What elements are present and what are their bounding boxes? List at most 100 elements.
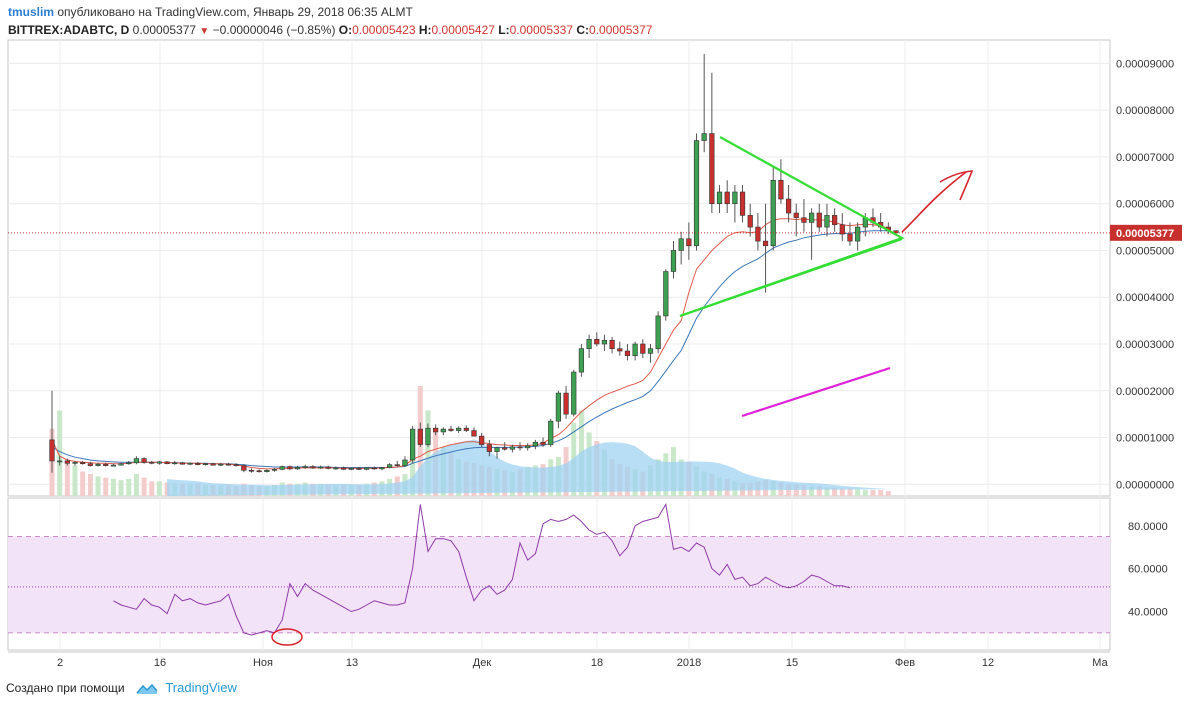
candle — [732, 184, 738, 223]
candle — [80, 460, 86, 465]
candle — [64, 458, 70, 466]
candle — [218, 462, 224, 467]
candle — [233, 463, 239, 467]
candle — [678, 231, 684, 265]
candle-body — [195, 462, 201, 465]
tradingview-logo-icon — [136, 683, 158, 694]
low-value: 0.00005337 — [509, 23, 574, 37]
candle-body — [693, 140, 700, 247]
candle — [317, 465, 324, 469]
volume-bar — [57, 410, 63, 496]
made-with-text: Создано при помощи — [6, 681, 125, 695]
candle — [548, 418, 554, 447]
price-change: −0.00000046 (−0.85%) — [212, 23, 336, 37]
candle — [709, 72, 715, 214]
candle — [525, 443, 531, 451]
candle-body — [517, 446, 523, 449]
candle-body — [394, 464, 400, 466]
x-tick-label: 12 — [982, 657, 994, 669]
candle — [356, 467, 362, 471]
candle — [386, 463, 393, 469]
high-label: H: — [418, 23, 432, 37]
candle — [471, 427, 477, 437]
candle — [425, 423, 431, 447]
candle-body — [855, 226, 861, 242]
candle-body — [801, 217, 807, 223]
down-arrow-icon: ▼ — [199, 26, 210, 37]
oversold-circle — [271, 628, 303, 646]
volume-bar — [809, 486, 815, 496]
candle-body — [571, 371, 577, 415]
candle-body — [463, 427, 469, 431]
candle — [440, 427, 446, 436]
candle — [118, 462, 124, 466]
candle-body — [179, 462, 186, 465]
volume-bar — [816, 486, 822, 496]
candle-body — [647, 348, 654, 354]
candle-body — [80, 462, 86, 465]
open-value: 0.00005423 — [352, 23, 416, 37]
x-tick-label: 16 — [154, 657, 166, 669]
candle — [348, 467, 354, 471]
candle-body — [624, 350, 631, 356]
candle — [402, 456, 408, 467]
ohlc-line: BITTREX:ADABTC, D 0.00005377 ▼ −0.000000… — [8, 21, 1178, 41]
candle — [202, 462, 209, 466]
candle — [578, 344, 585, 377]
last-price: 0.00005377 — [132, 23, 197, 37]
candle — [433, 424, 439, 436]
volume-bar — [839, 488, 845, 496]
candle-body — [778, 180, 784, 200]
candle — [663, 269, 669, 321]
candle-body — [479, 435, 485, 445]
candle — [87, 461, 93, 467]
candle-body — [609, 339, 615, 349]
candle-body — [770, 180, 776, 247]
candle-body — [440, 428, 446, 433]
candle — [701, 54, 707, 153]
candle — [617, 341, 623, 356]
triangle-lower-line — [679, 237, 903, 318]
candle — [839, 213, 845, 242]
candle-body — [279, 466, 285, 470]
candle-body — [156, 461, 163, 464]
candle-body — [448, 428, 454, 431]
candle-body — [594, 339, 600, 345]
candle — [670, 241, 677, 279]
candle — [647, 344, 654, 363]
candle-body — [785, 198, 792, 214]
candle-body — [555, 392, 561, 422]
candle — [241, 464, 247, 473]
candle — [855, 222, 861, 251]
volume-bar — [870, 489, 876, 496]
candle — [417, 422, 423, 447]
x-tick-label: 15 — [786, 657, 798, 669]
y-tick-label: 0.00000000 — [1116, 479, 1174, 491]
volume-bar — [425, 410, 431, 496]
author-link[interactable]: tmuslim — [8, 5, 55, 19]
candle-body — [126, 462, 132, 465]
candle-body — [632, 343, 638, 356]
candle — [448, 425, 454, 432]
candle-body — [617, 348, 623, 352]
volume-bar — [793, 485, 799, 496]
candle-body — [724, 191, 730, 204]
volume-bar — [885, 491, 891, 496]
volume-bar — [149, 481, 155, 496]
candle-body — [317, 466, 324, 469]
candle — [540, 437, 546, 447]
candle — [686, 222, 692, 260]
candle — [486, 439, 492, 457]
candle-body — [149, 462, 155, 464]
candle-body — [509, 446, 515, 450]
tradingview-brand[interactable]: TradingView — [165, 680, 237, 695]
candle — [632, 341, 638, 361]
candle — [640, 339, 646, 359]
rsi-tick-label: 40.0000 — [1128, 606, 1168, 618]
candle-body — [379, 467, 385, 470]
candle — [49, 390, 55, 473]
candle — [801, 199, 807, 232]
candle-body — [433, 427, 439, 433]
candle-body — [425, 427, 431, 445]
